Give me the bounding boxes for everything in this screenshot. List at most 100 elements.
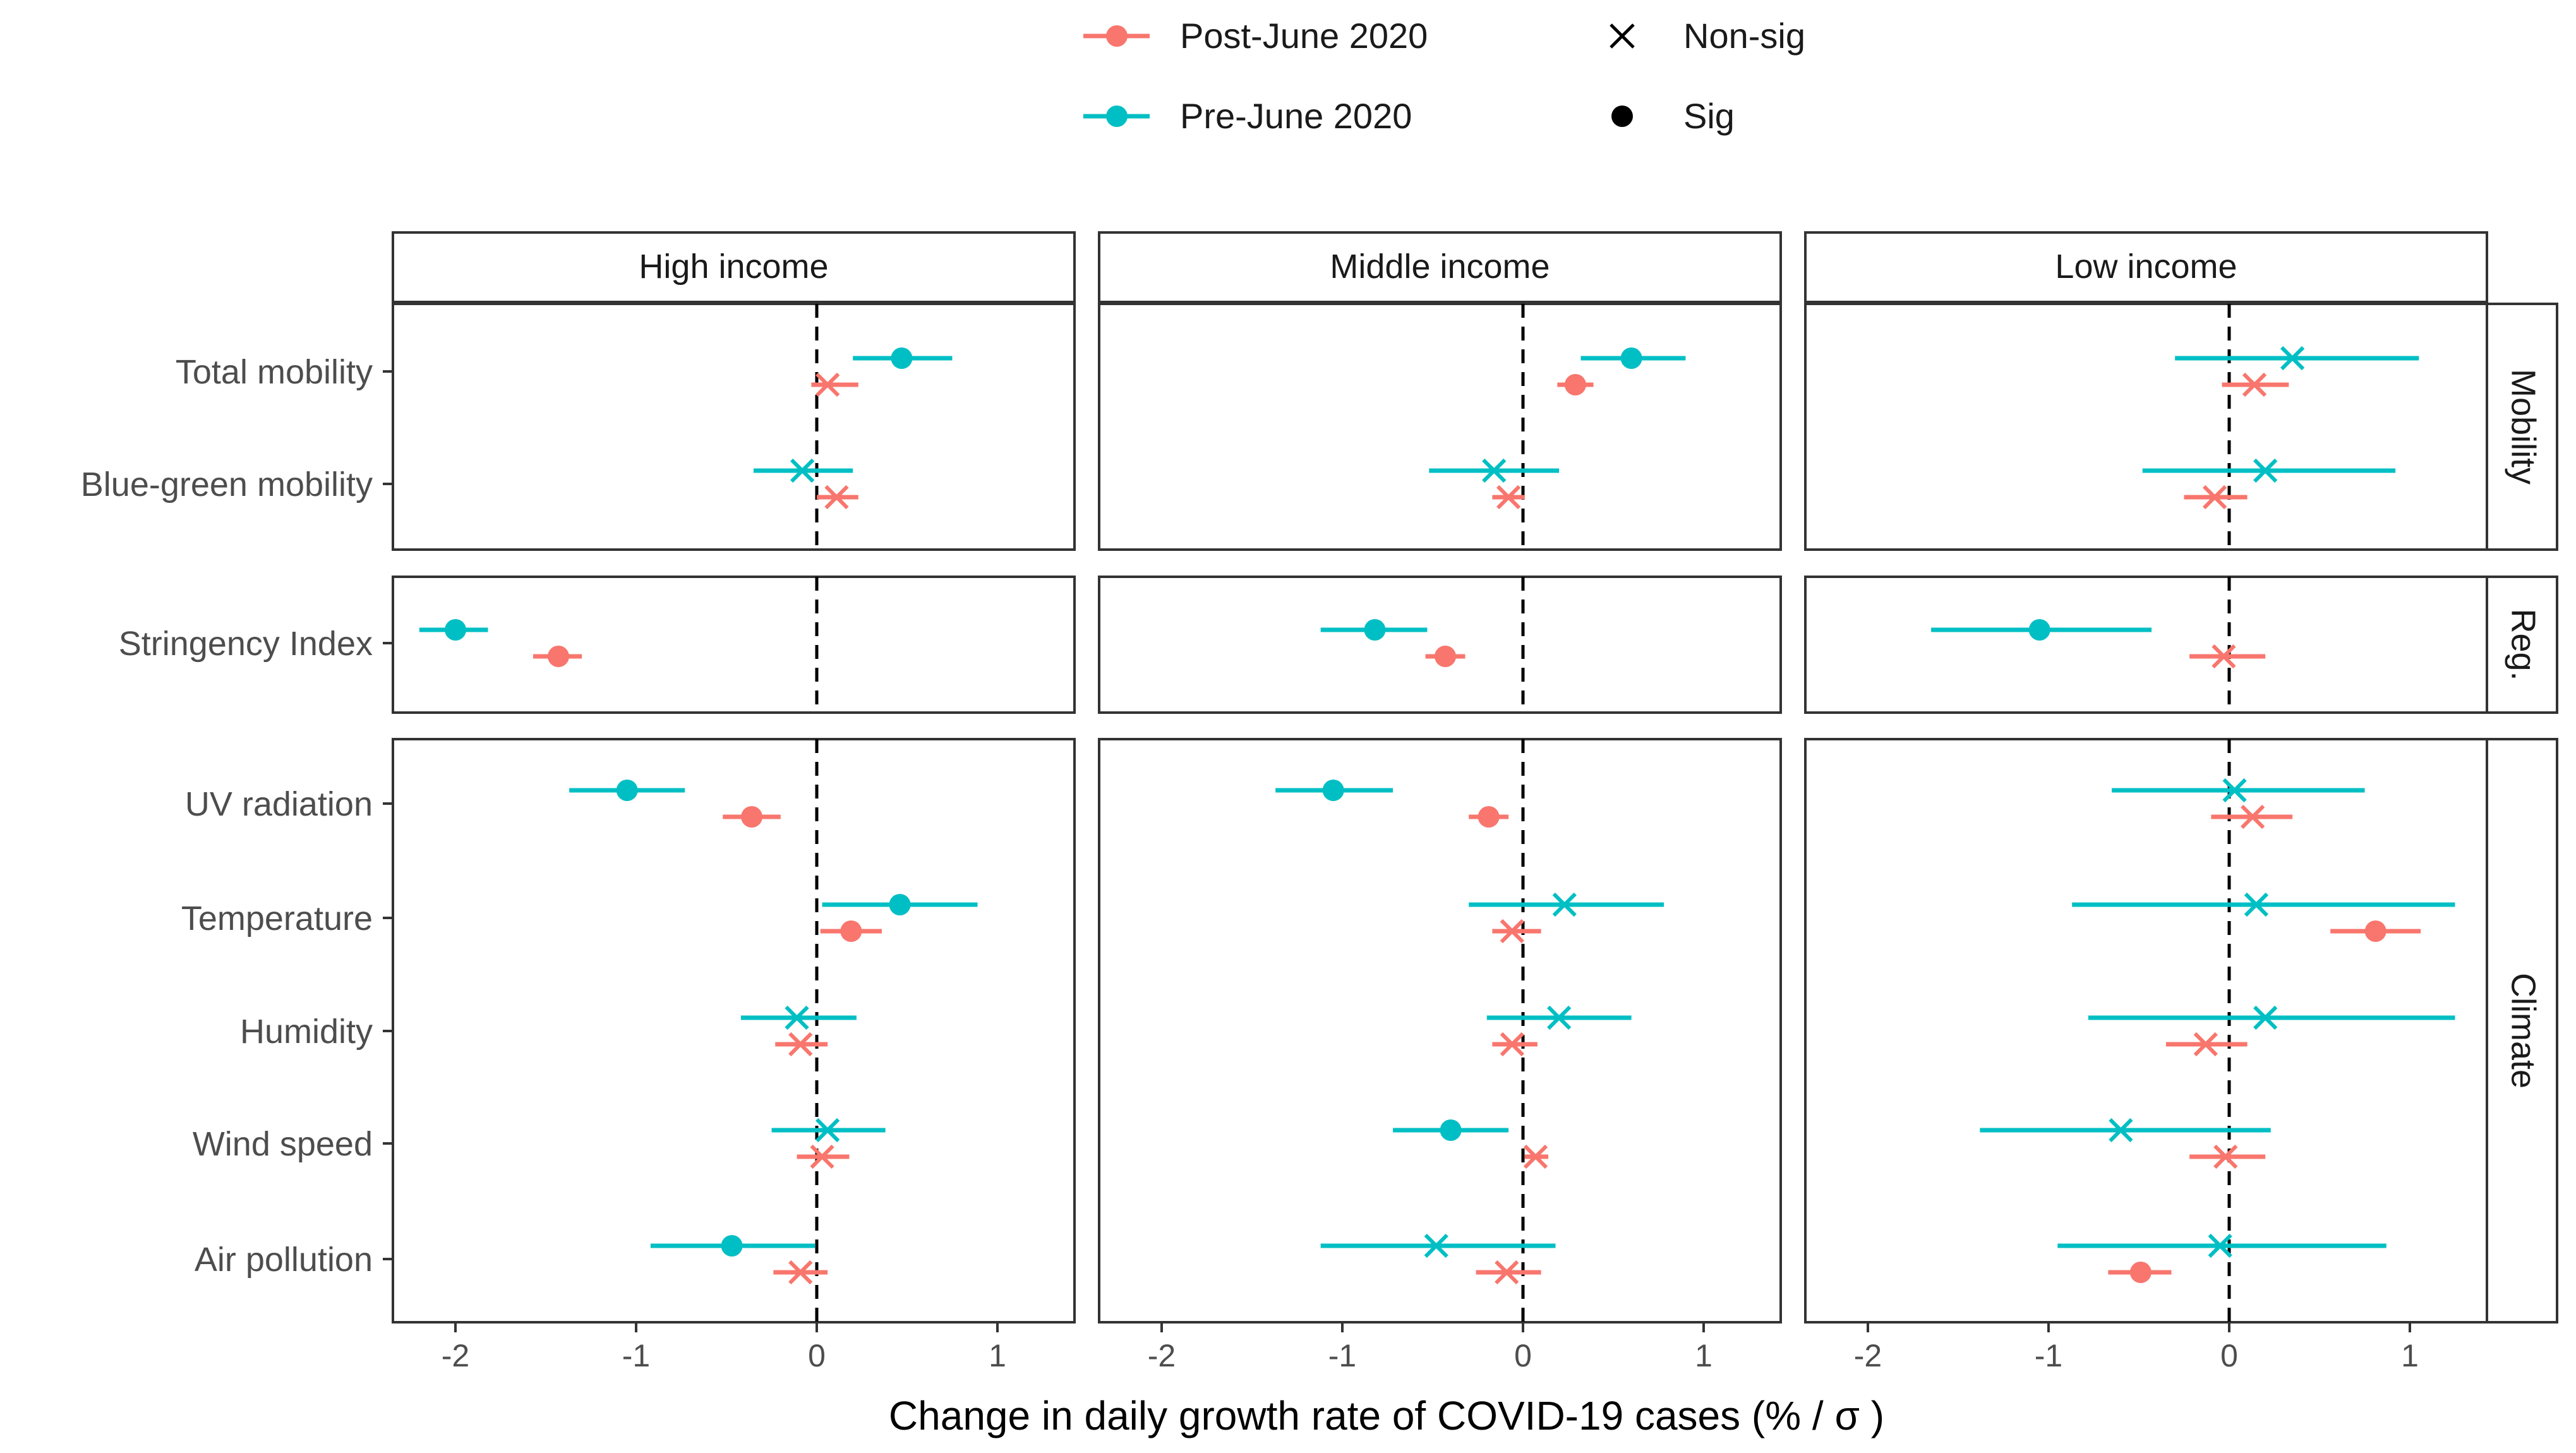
cross-b-pre-june-2020-high-humidity [785, 1005, 809, 1030]
cross-b-pre-june-2020-high-wind-speed [816, 1118, 840, 1143]
point-sig-post-june-2020-high-uv-radiation [741, 806, 763, 828]
legend-non-sig-label: Non-sig [1683, 16, 1805, 56]
cross-b-post-june-2020-high-air-pollution [788, 1260, 813, 1285]
point-nonsig-pre-june-2020-low-wind-speed [2109, 1118, 2133, 1143]
point-sig-pre-june-2020-high-total-mobility [891, 347, 913, 369]
legend-dot-icon [1611, 106, 1633, 127]
cross-b-post-june-2020-low-uv-radiation [2241, 804, 2265, 829]
point-nonsig-post-june-2020-high-total-mobility [816, 372, 840, 397]
legend-entry-pre-june: Pre-June 2020 [1083, 96, 1412, 136]
x-tick-label-high-0: 0 [808, 1338, 826, 1373]
x-tick-label-middle-0: 0 [1514, 1338, 1532, 1373]
cross-b-post-june-2020-middle-temperature [1500, 919, 1524, 944]
cross-b-pre-june-2020-middle-humidity [1547, 1005, 1572, 1030]
point-nonsig-pre-june-2020-low-blue-green-mobility [2253, 458, 2278, 483]
group-strip-label-reg: Reg. [2505, 608, 2543, 680]
point-sig-post-june-2020-low-air-pollution [2129, 1262, 2152, 1283]
axis-labels: -2 -1 0 1 -2 -1 0 1 -2 -1 0 1 Total mobility Blue-gre… [81, 353, 2419, 1373]
point-nonsig-post-june-2020-low-total-mobility [2242, 372, 2267, 397]
point-nonsig-pre-june-2020-low-temperature [2244, 892, 2269, 917]
y-label-stringency-index: Stringency Index [119, 625, 373, 663]
cross-b-post-june-2020-low-wind-speed [2213, 1144, 2238, 1169]
cross-b-post-june-2020-high-total-mobility [816, 372, 840, 397]
strip-high-income [392, 231, 1076, 303]
x-tick-label-high-1: 1 [989, 1338, 1006, 1373]
cross-b-pre-june-2020-low-uv-radiation [2222, 778, 2247, 803]
x-tick-label-middle-1: 1 [1695, 1338, 1712, 1373]
point-nonsig-pre-june-2020-low-humidity [2253, 1005, 2278, 1030]
cross-b-pre-june-2020-high-blue-green-mobility [790, 458, 815, 483]
point-nonsig-post-june-2020-middle-wind-speed [1523, 1144, 1548, 1169]
legend: Post-June 2020 Pre-June 2020 Non-sig Sig [1083, 16, 1805, 136]
legend-entry-post-june: Post-June 2020 [1083, 16, 1428, 56]
cross-b-post-june-2020-low-humidity [2193, 1032, 2218, 1057]
x-tick-label-middle-2: -2 [1148, 1338, 1176, 1373]
point-sig-pre-june-2020-middle-uv-radiation [1322, 780, 1344, 801]
point-sig-pre-june-2020-middle-total-mobility [1620, 347, 1642, 369]
cross-b-post-june-2020-high-blue-green-mobility [824, 485, 849, 510]
legend-post-june-dot [1106, 25, 1128, 47]
point-nonsig-pre-june-2020-high-wind-speed [816, 1118, 840, 1143]
point-nonsig-post-june-2020-middle-temperature [1500, 919, 1524, 944]
point-nonsig-pre-june-2020-middle-temperature [1552, 892, 1577, 917]
cross-b-post-june-2020-low-stringency-index [2212, 644, 2236, 669]
point-sig-pre-june-2020-middle-stringency-index [1364, 619, 1386, 641]
point-sig-post-june-2020-high-temperature [840, 920, 862, 942]
point-nonsig-pre-june-2020-low-air-pollution [2208, 1233, 2232, 1258]
point-nonsig-pre-june-2020-low-uv-radiation [2222, 778, 2247, 803]
x-tick-label-high-2: -2 [442, 1338, 469, 1373]
x-tick-label-low-2: -2 [1854, 1338, 1882, 1373]
y-label-total-mobility: Total mobility [176, 353, 373, 391]
point-nonsig-post-june-2020-low-uv-radiation [2241, 804, 2265, 829]
cross-b-post-june-2020-high-humidity [788, 1032, 813, 1057]
point-nonsig-pre-june-2020-high-blue-green-mobility [790, 458, 815, 483]
panel-middle-mobility [1098, 303, 1782, 551]
point-nonsig-pre-june-2020-low-total-mobility [2280, 346, 2305, 371]
cross-b-pre-june-2020-middle-temperature [1552, 892, 1577, 917]
point-sig-post-june-2020-low-temperature [2364, 920, 2386, 942]
point-nonsig-post-june-2020-low-humidity [2193, 1032, 2218, 1057]
x-tick-label-middle-1: -1 [1328, 1338, 1356, 1373]
point-sig-pre-june-2020-high-temperature [889, 894, 911, 915]
cross-b-post-june-2020-low-blue-green-mobility [2202, 485, 2227, 510]
legend-pre-june-dot [1106, 106, 1128, 127]
cross-b-post-june-2020-low-total-mobility [2242, 372, 2267, 397]
strip-label-low-income: Low income [2055, 248, 2237, 286]
point-nonsig-pre-june-2020-middle-air-pollution [1424, 1233, 1448, 1258]
point-nonsig-post-june-2020-high-humidity [788, 1032, 813, 1057]
cross-b-post-june-2020-high-wind-speed [810, 1144, 834, 1169]
cross-b-pre-june-2020-low-blue-green-mobility [2253, 458, 2278, 483]
panel-middle-climate [1098, 738, 1782, 1323]
legend-cross-icon [1610, 23, 1635, 49]
cross-b-post-june-2020-middle-humidity [1500, 1032, 1524, 1057]
point-sig-pre-june-2020-low-stringency-index [2028, 619, 2050, 641]
point-nonsig-post-june-2020-middle-blue-green-mobility [1496, 485, 1521, 510]
group-strip-mobility [2486, 303, 2558, 551]
x-axis-title: Change in daily growth rate of COVID-19 … [889, 1393, 1884, 1438]
strip-low-income [1804, 231, 2488, 303]
cross-b-pre-june-2020-middle-air-pollution [1424, 1233, 1448, 1258]
cross-b-pre-june-2020-low-total-mobility [2280, 346, 2305, 371]
point-nonsig-pre-june-2020-middle-humidity [1547, 1005, 1572, 1030]
cross-b-post-june-2020-middle-air-pollution [1495, 1260, 1519, 1285]
point-nonsig-post-june-2020-low-blue-green-mobility [2202, 485, 2227, 510]
point-sig-pre-june-2020-high-uv-radiation [616, 780, 638, 801]
point-nonsig-post-june-2020-low-stringency-index [2212, 644, 2236, 669]
legend-entry-non-sig: Non-sig [1610, 16, 1805, 56]
legend-pre-june-label: Pre-June 2020 [1180, 96, 1412, 136]
cross-b-pre-june-2020-low-humidity [2253, 1005, 2278, 1030]
point-sig-post-june-2020-high-stringency-index [548, 646, 570, 667]
panel-high-climate [392, 738, 1076, 1323]
panel-low-climate [1804, 738, 2488, 1323]
y-label-wind-speed: Wind speed [193, 1125, 373, 1163]
point-nonsig-post-june-2020-high-air-pollution [788, 1260, 813, 1285]
x-tick-label-low-0: 0 [2220, 1338, 2238, 1373]
cross-b-pre-june-2020-low-air-pollution [2208, 1233, 2232, 1258]
point-sig-post-june-2020-middle-total-mobility [1564, 374, 1586, 395]
point-nonsig-post-june-2020-middle-humidity [1500, 1032, 1524, 1057]
point-sig-post-june-2020-middle-uv-radiation [1478, 806, 1500, 828]
panel-middle-reg [1098, 576, 1782, 714]
point-sig-pre-june-2020-middle-wind-speed [1440, 1119, 1462, 1141]
cross-b-pre-june-2020-low-temperature [2244, 892, 2269, 917]
x-tick-label-low-1: 1 [2401, 1338, 2419, 1373]
